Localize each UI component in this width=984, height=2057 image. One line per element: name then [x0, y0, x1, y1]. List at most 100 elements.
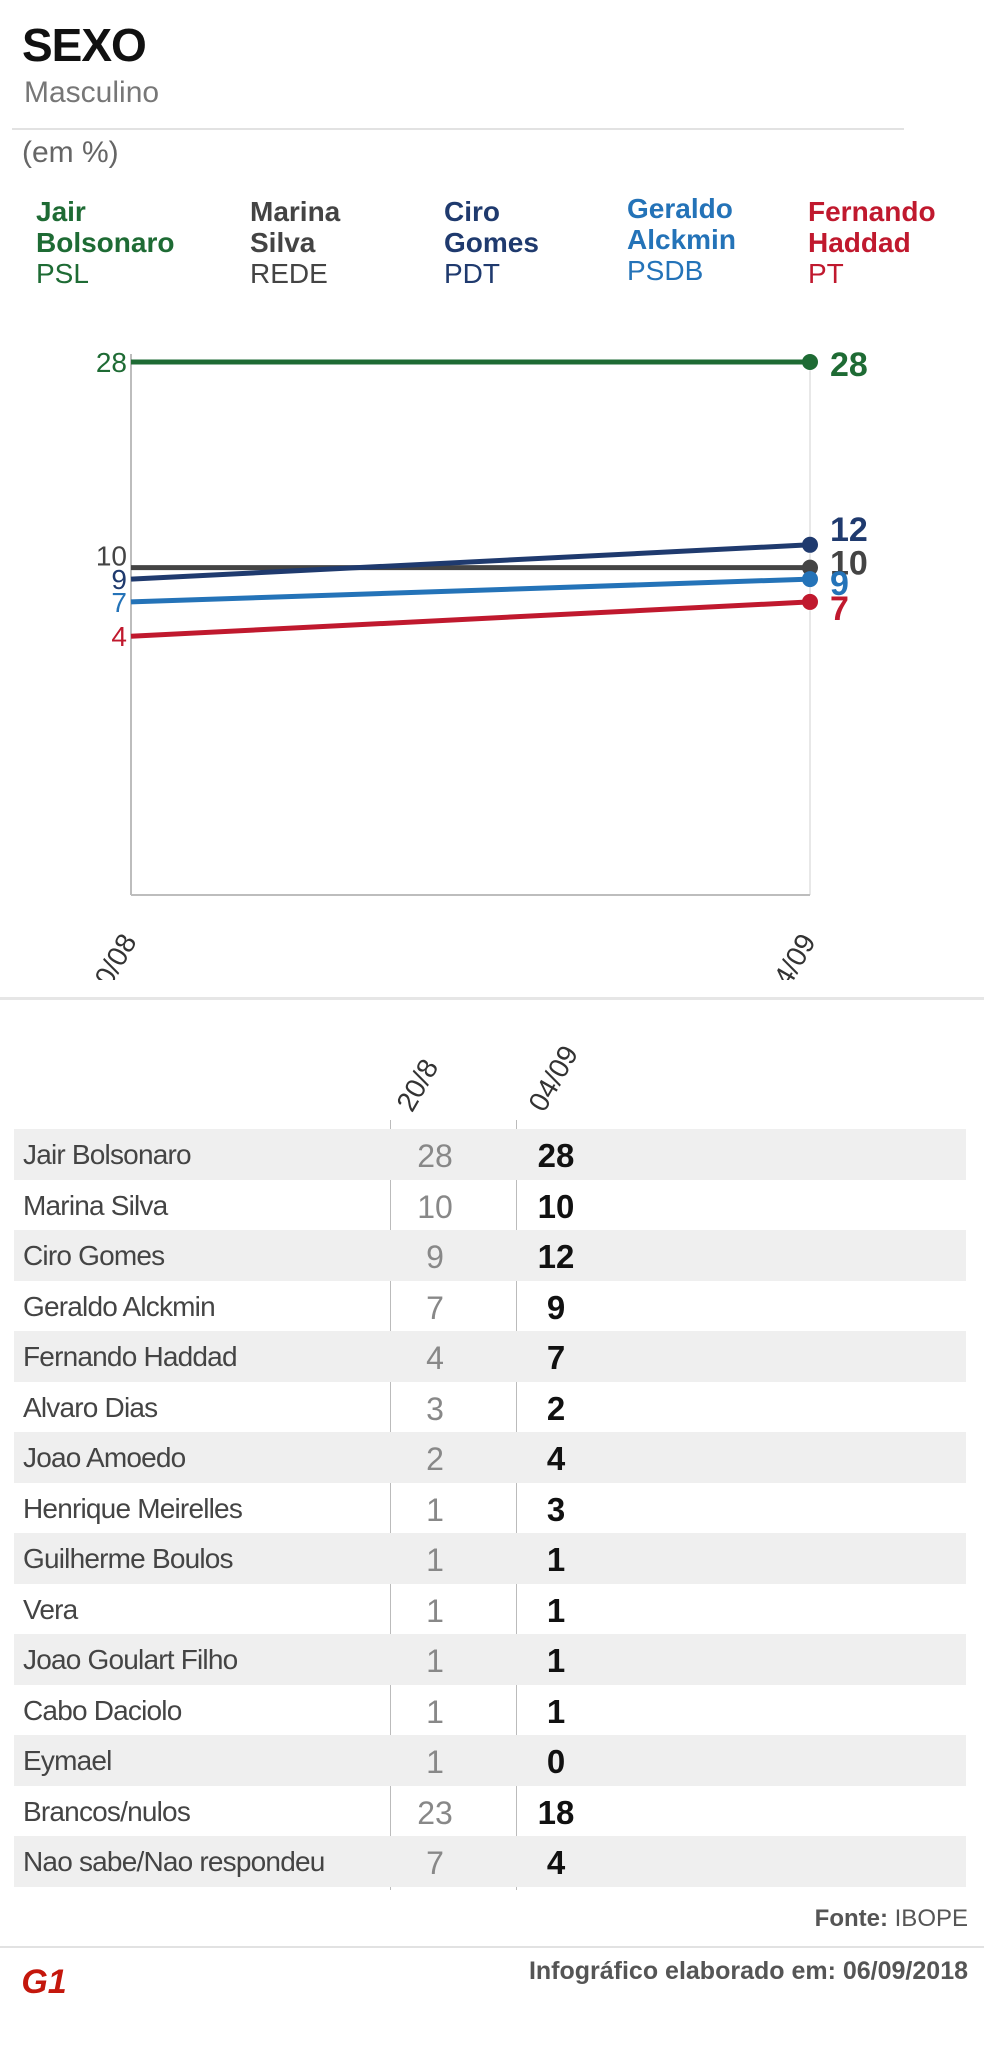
row-value-20-08: 7 — [426, 1845, 444, 1881]
chart-subtitle: Masculino — [24, 76, 160, 109]
end-value-label: 12 — [830, 511, 868, 549]
legend-item-marina: Marina Silva REDE — [250, 196, 340, 289]
table-row: Vera 1 1 — [14, 1584, 966, 1635]
table-row: Nao sabe/Nao respondeu 7 4 — [14, 1836, 966, 1887]
row-value-20-08: 1 — [426, 1592, 444, 1629]
row-value-20-08: 4 — [426, 1340, 444, 1376]
row-value-04-09: 10 — [537, 1187, 575, 1225]
row-name: Joao Amoedo — [23, 1442, 186, 1473]
legend-name: Fernando Haddad — [808, 196, 936, 258]
row-name: Henrique Meirelles — [23, 1492, 243, 1524]
table-row: Joao Amoedo 2 4 — [14, 1432, 966, 1483]
row-value-04-09: 9 — [546, 1288, 566, 1326]
row-name: Ciro Gomes — [23, 1240, 165, 1271]
end-value-label: 10 — [830, 545, 868, 583]
start-value-label: 7 — [111, 587, 127, 618]
series-point — [802, 536, 818, 553]
row-value-04-09: 2 — [546, 1389, 566, 1427]
end-value-label: 28 — [830, 346, 868, 384]
g1-logo: G1 — [14, 1962, 74, 2000]
row-value-04-09: 7 — [546, 1339, 566, 1376]
table-header-col1: 20/8 — [390, 1053, 445, 1117]
series-line — [130, 542, 811, 582]
row-value-20-08: 28 — [417, 1138, 453, 1174]
row-value-20-08: 1 — [426, 1744, 444, 1780]
table-column-divider — [516, 1120, 517, 1890]
row-value-04-09: 28 — [537, 1137, 575, 1174]
legend-item-alckmin: Geraldo Alckmin PSDB — [627, 193, 736, 286]
svg-text:G1: G1 — [21, 1963, 66, 2000]
legend-item-haddad: Fernando Haddad PT — [808, 196, 936, 289]
row-value-20-08: 1 — [426, 1643, 444, 1679]
row-name: Guilherme Boulos — [23, 1543, 234, 1574]
start-value-label: 4 — [111, 621, 127, 652]
x-tick-label: 20/08 — [81, 929, 143, 981]
table-row: Henrique Meirelles 1 3 — [14, 1483, 966, 1534]
end-value-label: 9 — [830, 565, 849, 603]
row-name: Vera — [23, 1593, 78, 1625]
row-value-04-09: 3 — [546, 1490, 566, 1528]
row-name: Brancos/nulos — [23, 1795, 191, 1827]
row-name: Eymael — [23, 1745, 112, 1776]
legend-party: PSDB — [627, 255, 704, 286]
row-value-20-08: 1 — [426, 1491, 444, 1528]
chart-title: SEXO — [22, 19, 147, 71]
row-value-20-08: 10 — [417, 1188, 453, 1225]
legend-name: Geraldo Alckmin — [627, 193, 736, 255]
row-name: Marina Silva — [23, 1189, 168, 1221]
start-value-label: 28 — [96, 347, 127, 378]
legend-name: Marina Silva — [250, 196, 341, 258]
series-line — [130, 599, 811, 639]
table-row: Alvaro Dias 3 2 — [14, 1382, 966, 1433]
row-value-04-09: 1 — [546, 1692, 566, 1730]
legend-party: PDT — [444, 258, 500, 289]
table-header-col2: 04/09 — [522, 1040, 585, 1117]
row-name: Nao sabe/Nao respondeu — [23, 1846, 325, 1877]
legend-name: Ciro Gomes — [444, 196, 539, 258]
row-value-04-09: 4 — [546, 1440, 566, 1477]
row-value-20-08: 1 — [426, 1542, 444, 1578]
series-point — [802, 571, 818, 588]
start-value-label: 9 — [111, 564, 127, 595]
table-row: Eymael 1 0 — [14, 1735, 966, 1786]
row-name: Fernando Haddad — [23, 1341, 238, 1372]
table-row: Cabo Daciolo 1 1 — [14, 1685, 966, 1736]
row-value-04-09: 1 — [546, 1591, 566, 1629]
row-name: Alvaro Dias — [23, 1391, 158, 1423]
row-value-20-08: 9 — [426, 1239, 444, 1275]
table-row: Jair Bolsonaro 28 28 — [14, 1129, 966, 1180]
row-name: Cabo Daciolo — [23, 1694, 182, 1726]
series-point — [802, 559, 818, 576]
row-value-20-08: 2 — [426, 1441, 444, 1477]
table-column-divider — [390, 1120, 391, 1890]
table-row: Geraldo Alckmin 7 9 — [14, 1281, 966, 1332]
row-value-04-09: 1 — [546, 1541, 566, 1578]
table-row: Fernando Haddad 4 7 — [14, 1331, 966, 1382]
start-value-label: 10 — [96, 541, 127, 572]
legend-party: PT — [808, 258, 844, 289]
x-tick-label: 04/09 — [760, 929, 822, 981]
row-value-20-08: 23 — [417, 1794, 453, 1831]
series-point — [802, 354, 818, 370]
row-value-04-09: 0 — [546, 1743, 566, 1780]
row-value-20-08: 3 — [426, 1390, 444, 1427]
row-name: Jair Bolsonaro — [23, 1139, 192, 1170]
row-name: Geraldo Alckmin — [23, 1290, 216, 1322]
legend-party: PSL — [36, 258, 89, 289]
results-table: Jair Bolsonaro 28 28 Marina Silva 10 10 Ciro G… — [14, 1129, 966, 1887]
legend-name: Jair Bolsonaro — [36, 196, 175, 258]
table-row: Brancos/nulos 23 18 — [14, 1786, 966, 1837]
row-value-20-08: 7 — [426, 1289, 444, 1326]
unit-label: (em %) — [22, 136, 119, 169]
row-value-04-09: 4 — [546, 1844, 566, 1881]
legend-item-ciro: Ciro Gomes PDT — [444, 196, 539, 289]
end-value-label: 7 — [830, 590, 849, 628]
row-value-04-09: 1 — [546, 1642, 566, 1679]
table-row: Joao Goulart Filho 1 1 — [14, 1634, 966, 1685]
row-value-04-09: 18 — [537, 1793, 575, 1831]
series-point — [802, 593, 818, 610]
divider — [0, 997, 984, 1000]
row-value-04-09: 12 — [537, 1238, 575, 1275]
